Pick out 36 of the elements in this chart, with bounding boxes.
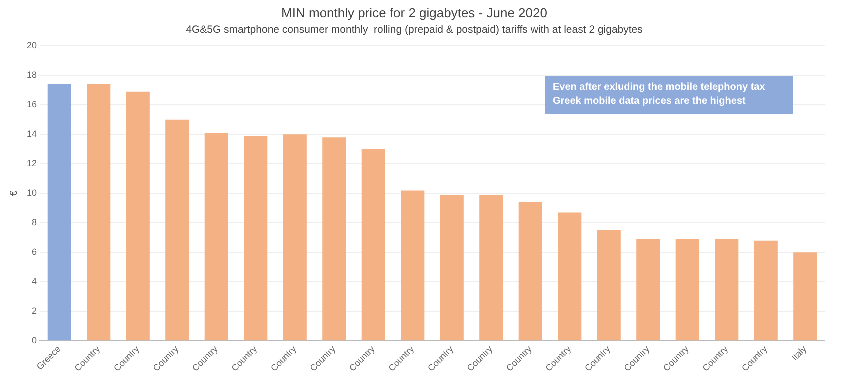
chart-title: MIN monthly price for 2 gigabytes - June 2020	[282, 5, 548, 20]
x-tick-label: Italy	[790, 344, 809, 363]
bar	[244, 136, 268, 341]
bar	[87, 84, 111, 341]
bar	[362, 149, 386, 341]
bar	[283, 134, 307, 341]
y-tick-label: 8	[32, 218, 38, 228]
bar	[480, 195, 504, 341]
y-tick-label: 20	[26, 40, 38, 51]
y-axis-title: €	[8, 190, 20, 196]
bar	[715, 239, 739, 341]
y-tick-label: 6	[32, 247, 38, 258]
bar	[518, 202, 542, 341]
bar	[440, 195, 464, 341]
y-tick-label: 12	[26, 158, 38, 169]
bar	[126, 92, 150, 341]
note-box: Even after exluding the mobile telephony tax Greek mobile data prices are the highest	[545, 76, 793, 114]
bar	[322, 138, 346, 341]
bar	[558, 212, 582, 341]
bar	[794, 252, 818, 341]
bar	[401, 190, 425, 341]
bar	[597, 230, 621, 341]
bar	[754, 240, 778, 341]
y-tick-label: 14	[26, 129, 38, 140]
y-tick-label: 16	[26, 100, 38, 110]
y-tick-label: 2	[32, 306, 38, 316]
bar	[166, 120, 190, 341]
bar	[676, 239, 700, 341]
y-tick-label: 0	[32, 336, 38, 346]
chart-subtitle: 4G&5G smartphone consumer monthly rolling (prepaid & postpaid) tariffs with at least 2 gigabytes	[186, 24, 643, 36]
y-tick-label: 18	[26, 70, 38, 80]
bar	[48, 84, 72, 341]
bar	[204, 133, 228, 341]
bar	[636, 239, 660, 341]
y-tick-label: 4	[32, 276, 38, 287]
y-tick-label: 10	[26, 188, 38, 198]
